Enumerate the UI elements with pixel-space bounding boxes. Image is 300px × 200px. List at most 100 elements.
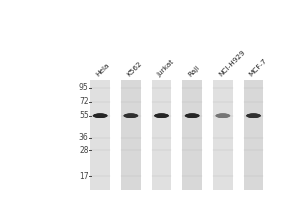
Ellipse shape [96,114,104,117]
Ellipse shape [154,114,169,118]
Ellipse shape [185,113,200,118]
Ellipse shape [218,114,228,117]
Ellipse shape [248,114,259,117]
Ellipse shape [160,115,164,116]
Ellipse shape [219,114,227,117]
Ellipse shape [158,115,164,117]
Ellipse shape [155,114,168,118]
Ellipse shape [190,115,194,116]
Text: Jurkat: Jurkat [156,59,176,78]
Text: K562: K562 [126,61,143,78]
Ellipse shape [130,115,132,116]
Ellipse shape [124,114,138,118]
Ellipse shape [249,114,258,117]
Text: Raji: Raji [187,64,200,78]
Bar [121,80,141,190]
Ellipse shape [98,115,102,116]
Text: 55: 55 [79,111,89,120]
Ellipse shape [97,115,103,117]
Ellipse shape [100,115,101,116]
Bar [213,80,233,190]
Ellipse shape [98,115,103,117]
Ellipse shape [159,115,164,117]
Ellipse shape [217,114,229,118]
Text: 72: 72 [79,97,89,106]
Ellipse shape [129,115,133,116]
Ellipse shape [191,115,193,116]
Ellipse shape [128,115,134,117]
Ellipse shape [252,115,255,116]
Text: Hela: Hela [95,62,111,78]
Text: MCF-7: MCF-7 [248,58,268,78]
Ellipse shape [98,115,102,116]
Ellipse shape [129,115,132,116]
Ellipse shape [125,114,136,117]
Ellipse shape [128,115,134,117]
Ellipse shape [218,114,227,117]
Ellipse shape [127,115,135,117]
Ellipse shape [220,115,226,117]
Ellipse shape [156,114,167,117]
Ellipse shape [155,114,168,118]
Ellipse shape [250,115,256,117]
Ellipse shape [218,114,228,117]
Ellipse shape [160,115,163,116]
Ellipse shape [123,113,138,118]
Ellipse shape [220,115,225,116]
Bar [90,80,110,190]
Bar [244,80,263,190]
Ellipse shape [189,115,195,117]
Ellipse shape [159,115,164,116]
Ellipse shape [187,114,198,117]
Ellipse shape [95,114,105,117]
Ellipse shape [188,114,197,117]
Bar [152,80,172,190]
Ellipse shape [94,114,106,117]
Ellipse shape [156,114,167,117]
Ellipse shape [130,115,132,116]
Ellipse shape [158,115,165,117]
Ellipse shape [189,115,196,117]
Ellipse shape [251,115,256,117]
Ellipse shape [248,114,260,118]
Ellipse shape [220,115,226,117]
Text: 28: 28 [79,146,89,155]
Ellipse shape [99,115,101,116]
Ellipse shape [247,114,260,118]
Ellipse shape [215,113,230,118]
Ellipse shape [188,114,196,117]
Ellipse shape [186,114,199,118]
Ellipse shape [186,114,198,118]
Ellipse shape [126,114,136,117]
Ellipse shape [160,115,163,116]
Ellipse shape [246,114,261,118]
Ellipse shape [251,115,256,116]
Ellipse shape [97,115,104,117]
Ellipse shape [124,114,138,118]
Ellipse shape [94,114,106,118]
Ellipse shape [221,115,224,116]
Ellipse shape [99,115,102,116]
Ellipse shape [221,115,225,116]
Ellipse shape [249,114,258,117]
Ellipse shape [190,115,195,117]
Ellipse shape [219,115,226,117]
Ellipse shape [216,114,230,118]
Ellipse shape [94,114,107,118]
Ellipse shape [250,115,257,117]
Ellipse shape [124,114,137,118]
Text: 17: 17 [79,172,89,181]
Ellipse shape [93,114,107,118]
Ellipse shape [216,114,230,118]
Ellipse shape [154,113,169,118]
Ellipse shape [246,113,261,118]
Ellipse shape [187,114,197,117]
Ellipse shape [158,114,166,117]
Ellipse shape [252,115,255,116]
Ellipse shape [126,114,136,117]
Ellipse shape [157,114,166,117]
Text: NCI-H929: NCI-H929 [218,49,246,78]
Ellipse shape [187,114,197,117]
Ellipse shape [222,115,224,116]
Ellipse shape [190,115,194,116]
